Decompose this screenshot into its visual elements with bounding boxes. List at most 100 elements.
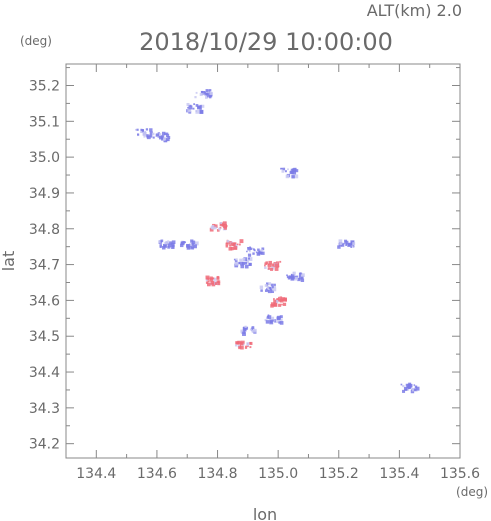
data-point (284, 297, 287, 301)
data-point (246, 250, 248, 253)
data-point (247, 257, 250, 260)
data-point (160, 239, 164, 243)
data-point (273, 302, 277, 307)
data-point (199, 109, 204, 114)
data-point (281, 170, 285, 173)
data-point (250, 327, 255, 331)
data-point (222, 221, 227, 226)
data-point (189, 243, 192, 247)
data-point (245, 345, 247, 348)
data-point (141, 129, 144, 132)
axis-ticks: 134.4 134.6 134.8 135.0 135.2 135.4 135.6 34.2 3… (29, 64, 480, 482)
data-point (161, 131, 166, 136)
data-point (247, 344, 249, 347)
data-point (271, 319, 274, 322)
data-point (300, 274, 304, 278)
data-point (205, 275, 210, 280)
data-point (192, 107, 195, 110)
data-point (158, 240, 161, 243)
data-point (248, 342, 251, 344)
data-point (299, 272, 302, 275)
data-point (251, 326, 255, 329)
data-point (278, 303, 282, 307)
data-point (235, 341, 239, 345)
data-point (197, 105, 201, 109)
data-point (267, 314, 270, 317)
data-point (237, 341, 240, 344)
data-point (405, 383, 409, 387)
data-point (190, 243, 195, 247)
data-point (257, 248, 260, 252)
data-point (280, 167, 282, 170)
data-point (249, 346, 252, 349)
data-point (191, 246, 195, 250)
data-point (209, 227, 214, 232)
data-point (159, 245, 162, 248)
data-point (184, 241, 186, 244)
data-point (291, 175, 295, 179)
data-point (287, 277, 291, 280)
data-cluster (205, 275, 221, 287)
data-point (158, 133, 162, 137)
data-point (146, 135, 149, 138)
data-point (171, 240, 176, 245)
data-point (210, 226, 214, 229)
data-point (206, 92, 210, 97)
data-cluster (337, 239, 356, 249)
data-point (267, 263, 272, 268)
data-point (273, 298, 275, 300)
x-axis-label: lon (253, 505, 277, 521)
data-point (167, 136, 171, 139)
data-point (163, 244, 168, 248)
data-point (234, 261, 239, 266)
data-point (249, 341, 253, 346)
data-point (152, 136, 155, 139)
data-point (209, 277, 214, 282)
data-point (225, 245, 228, 248)
data-point (269, 319, 273, 323)
data-point (264, 319, 267, 322)
data-point (195, 91, 198, 94)
data-point (345, 240, 349, 245)
chart-title: 2018/10/29 10:00:00 (139, 28, 393, 56)
data-point (352, 242, 356, 246)
data-point (253, 249, 256, 252)
data-point (279, 315, 283, 319)
data-point (264, 266, 267, 269)
data-marks (135, 89, 420, 394)
data-point (264, 289, 268, 292)
data-point (256, 252, 261, 256)
data-point (195, 104, 199, 107)
data-point (347, 243, 351, 247)
data-point (268, 282, 272, 286)
data-point (187, 108, 192, 113)
data-point (217, 280, 221, 283)
data-point (146, 135, 151, 140)
data-point (247, 247, 251, 251)
data-point (274, 320, 276, 323)
data-point (248, 257, 253, 261)
data-point (218, 227, 221, 231)
data-point (267, 315, 272, 320)
data-point (186, 102, 190, 107)
data-point (289, 275, 293, 279)
x-tick-label: 134.6 (137, 466, 177, 482)
data-cluster (194, 89, 213, 99)
data-point (201, 104, 205, 108)
plot-frame (65, 63, 461, 459)
data-point (140, 131, 142, 134)
data-point (236, 243, 239, 246)
data-cluster (280, 167, 299, 179)
x-unit-label: (deg) (456, 485, 488, 499)
data-point (190, 239, 194, 243)
data-point (274, 263, 279, 268)
data-point (276, 298, 280, 301)
data-point (413, 388, 417, 392)
y-tick-label: 34.7 (29, 258, 60, 274)
data-point (247, 247, 249, 249)
data-cluster (259, 282, 277, 294)
data-point (146, 134, 149, 137)
data-point (298, 272, 303, 277)
data-point (293, 167, 297, 172)
data-point (195, 109, 200, 114)
